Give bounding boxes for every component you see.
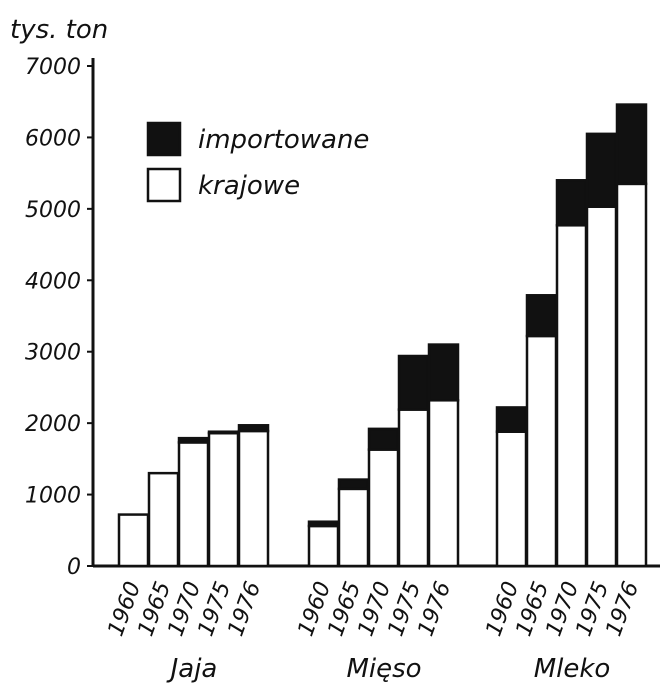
bars bbox=[117, 103, 648, 568]
legend-swatch-krajowe bbox=[146, 167, 182, 203]
bar-krajowe bbox=[307, 524, 340, 568]
bar-importowane bbox=[427, 343, 460, 402]
bar-krajowe bbox=[367, 448, 400, 568]
bar-importowane bbox=[495, 406, 528, 433]
y-tick-label: 3000 bbox=[25, 341, 81, 366]
legend: importowane krajowe bbox=[146, 121, 369, 203]
x-labels: 19601965197019751976Jaja1960196519701975… bbox=[103, 579, 644, 683]
bar-krajowe bbox=[337, 487, 370, 568]
bar-krajowe bbox=[397, 408, 430, 568]
bar-importowane bbox=[177, 436, 210, 444]
y-tick-label: 0 bbox=[67, 555, 81, 580]
bar-krajowe bbox=[177, 441, 210, 568]
y-ticks: 0 1000 2000 3000 4000 5000 6000 7000 bbox=[25, 55, 93, 580]
bar-krajowe bbox=[585, 205, 618, 568]
bar-importowane bbox=[555, 179, 588, 227]
bar-importowane bbox=[207, 430, 240, 435]
group-label: Mleko bbox=[534, 654, 611, 683]
y-tick-label: 5000 bbox=[25, 198, 81, 223]
bar-krajowe bbox=[555, 224, 588, 568]
group-label: Mięso bbox=[346, 654, 421, 683]
bar-importowane bbox=[337, 478, 370, 491]
y-tick-label: 7000 bbox=[25, 55, 81, 80]
bar-krajowe bbox=[207, 431, 240, 568]
bar-importowane bbox=[525, 294, 558, 338]
legend-label-krajowe: krajowe bbox=[198, 171, 300, 201]
bar-importowane bbox=[367, 427, 400, 451]
bar-krajowe bbox=[117, 513, 150, 568]
bar-importowane bbox=[615, 103, 648, 186]
legend-label-importowane: importowane bbox=[198, 125, 369, 155]
bar-krajowe bbox=[525, 334, 558, 568]
y-axis-unit-label: tys. ton bbox=[10, 15, 108, 45]
y-tick-label: 4000 bbox=[25, 269, 81, 294]
y-tick-label: 6000 bbox=[25, 126, 81, 151]
bar-krajowe bbox=[427, 399, 460, 568]
bar-importowane bbox=[397, 354, 430, 411]
bar-krajowe bbox=[495, 430, 528, 568]
bar-importowane bbox=[585, 132, 618, 208]
bar-importowane bbox=[307, 520, 340, 528]
legend-swatch-importowane bbox=[146, 121, 182, 157]
group-label: Jaja bbox=[166, 654, 218, 683]
bar-krajowe bbox=[615, 182, 648, 568]
bar-krajowe bbox=[147, 471, 180, 568]
bar-importowane bbox=[237, 424, 270, 433]
y-tick-label: 1000 bbox=[25, 484, 81, 509]
y-tick-label: 2000 bbox=[25, 412, 81, 437]
bar-krajowe bbox=[237, 429, 270, 568]
